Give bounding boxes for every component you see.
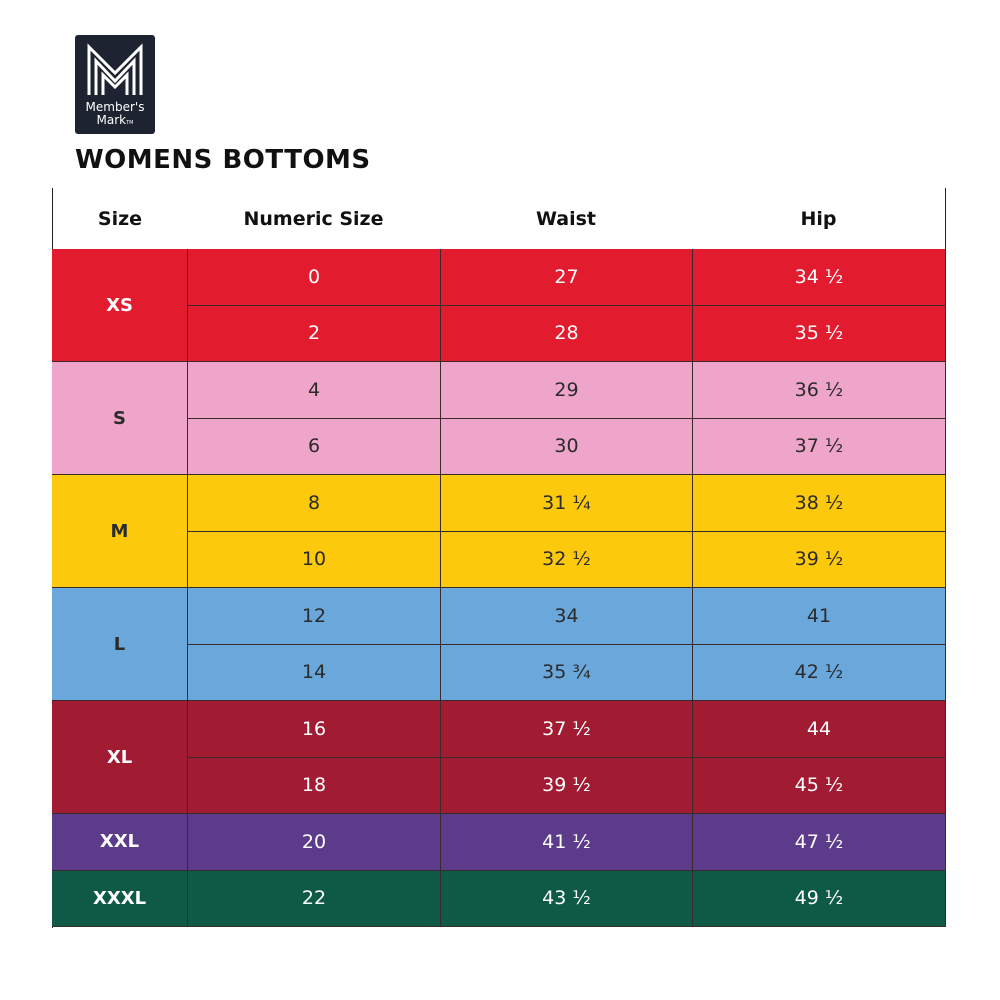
- value-cell: 35 ¾: [441, 644, 693, 701]
- logo-trademark: TM: [126, 120, 134, 126]
- header-cell: Numeric Size: [187, 188, 441, 250]
- value-cell: 47 ½: [693, 814, 946, 871]
- logo-line1: Member's: [85, 100, 145, 114]
- logo: Member's MarkTM: [75, 35, 155, 134]
- size-cell: S: [52, 362, 188, 475]
- size-cell: XL: [52, 701, 188, 814]
- value-cell: 41 ½: [441, 814, 693, 871]
- value-cell: 20: [188, 814, 441, 871]
- size-cell: M: [52, 475, 188, 588]
- value-cell: 29: [441, 362, 693, 419]
- value-cell: 4: [188, 362, 441, 419]
- size-cell: L: [52, 588, 188, 701]
- size-cell: XS: [52, 249, 188, 362]
- value-cell: 39 ½: [693, 531, 946, 588]
- value-cell: 36 ½: [693, 362, 946, 419]
- value-cell: 27: [441, 249, 693, 306]
- value-cell: 28: [441, 305, 693, 362]
- value-cell: 0: [188, 249, 441, 306]
- logo-line2-text: Mark: [96, 113, 127, 127]
- value-cell: 14: [188, 644, 441, 701]
- value-cell: 41: [693, 588, 946, 645]
- value-cell: 6: [188, 418, 441, 475]
- size-cell: XXXL: [52, 870, 188, 927]
- title: WOMENS BOTTOMS: [75, 145, 371, 175]
- value-cell: 2: [188, 305, 441, 362]
- value-cell: 8: [188, 475, 441, 532]
- value-cell: 39 ½: [441, 757, 693, 814]
- value-cell: 37 ½: [693, 418, 946, 475]
- value-cell: 34: [441, 588, 693, 645]
- value-cell: 38 ½: [693, 475, 946, 532]
- value-cell: 30: [441, 418, 693, 475]
- value-cell: 10: [188, 531, 441, 588]
- value-cell: 16: [188, 701, 441, 758]
- value-cell: 35 ½: [693, 305, 946, 362]
- value-cell: 44: [693, 701, 946, 758]
- value-cell: 12: [188, 588, 441, 645]
- size-table: Size Numeric Size Waist Hip XS 0 27 34 ½ 2 28 35 ½…: [52, 188, 946, 928]
- header-cell: Waist: [440, 188, 693, 250]
- value-cell: 45 ½: [693, 757, 946, 814]
- value-cell: 22: [188, 870, 441, 927]
- header-cell: Hip: [692, 188, 946, 250]
- value-cell: 31 ¼: [441, 475, 693, 532]
- value-cell: 18: [188, 757, 441, 814]
- value-cell: 32 ½: [441, 531, 693, 588]
- value-cell: 42 ½: [693, 644, 946, 701]
- value-cell: 34 ½: [693, 249, 946, 306]
- size-cell: XXL: [52, 814, 188, 871]
- value-cell: 43 ½: [441, 870, 693, 927]
- logo-line2: MarkTM: [75, 114, 155, 130]
- header-cell: Size: [52, 188, 188, 250]
- logo-mark: [87, 43, 143, 95]
- value-cell: 37 ½: [441, 701, 693, 758]
- value-cell: 49 ½: [693, 870, 946, 927]
